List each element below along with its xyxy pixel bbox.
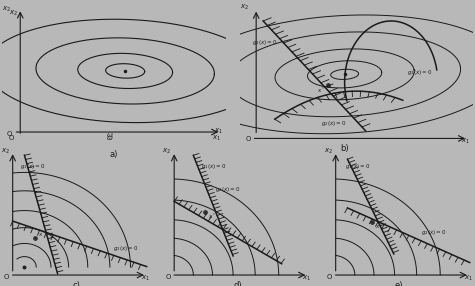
Text: $x_2$: $x_2$ [1, 147, 10, 156]
Text: b): b) [340, 144, 349, 153]
Text: $x_1$: $x_1$ [302, 274, 311, 283]
Text: $x_2$: $x_2$ [2, 5, 11, 14]
Text: $x_2$: $x_2$ [162, 147, 171, 156]
Text: O: O [166, 274, 171, 280]
Text: c): c) [72, 281, 80, 286]
Text: $x^*$: $x^*$ [38, 230, 46, 239]
Text: $x_1$: $x_1$ [212, 134, 221, 144]
Text: $x^*$: $x^*$ [317, 86, 325, 95]
Text: $g_2(x)=0$: $g_2(x)=0$ [113, 244, 138, 253]
Text: a): a) [110, 150, 118, 159]
Text: O: O [245, 136, 251, 142]
Text: $x_1$: $x_1$ [461, 137, 470, 146]
Text: $g_3(x)=0$: $g_3(x)=0$ [408, 68, 433, 77]
Text: $x_1$: $x_1$ [214, 127, 223, 136]
Text: $g_2(x)=0$: $g_2(x)=0$ [321, 119, 347, 128]
Text: $g_1(x)=0$: $g_1(x)=0$ [252, 38, 277, 47]
Text: O: O [327, 274, 332, 280]
Text: d): d) [233, 281, 242, 286]
Text: O: O [6, 131, 12, 137]
Text: e): e) [395, 281, 403, 286]
Text: $g_2(x)=0$: $g_2(x)=0$ [421, 228, 446, 237]
Text: $\omega$: $\omega$ [106, 131, 114, 139]
Text: $x_1$: $x_1$ [464, 274, 473, 283]
Text: $\omega$: $\omega$ [106, 134, 114, 142]
Text: $g_1(x)=0$: $g_1(x)=0$ [20, 162, 46, 171]
Text: $x_2$: $x_2$ [240, 3, 249, 12]
Text: $x_2$: $x_2$ [9, 8, 18, 17]
Text: $x^*$: $x^*$ [208, 211, 216, 221]
Text: O: O [4, 274, 10, 280]
Text: $g_1(x)=0$: $g_1(x)=0$ [200, 162, 226, 171]
Text: $x^*$: $x^*$ [375, 222, 384, 231]
Text: $g_1(x)=0$: $g_1(x)=0$ [344, 162, 370, 171]
Text: $g_2(x)=0$: $g_2(x)=0$ [216, 185, 241, 194]
Text: O: O [9, 135, 14, 141]
Text: $x_1$: $x_1$ [141, 274, 150, 283]
Text: $x_2$: $x_2$ [324, 147, 333, 156]
